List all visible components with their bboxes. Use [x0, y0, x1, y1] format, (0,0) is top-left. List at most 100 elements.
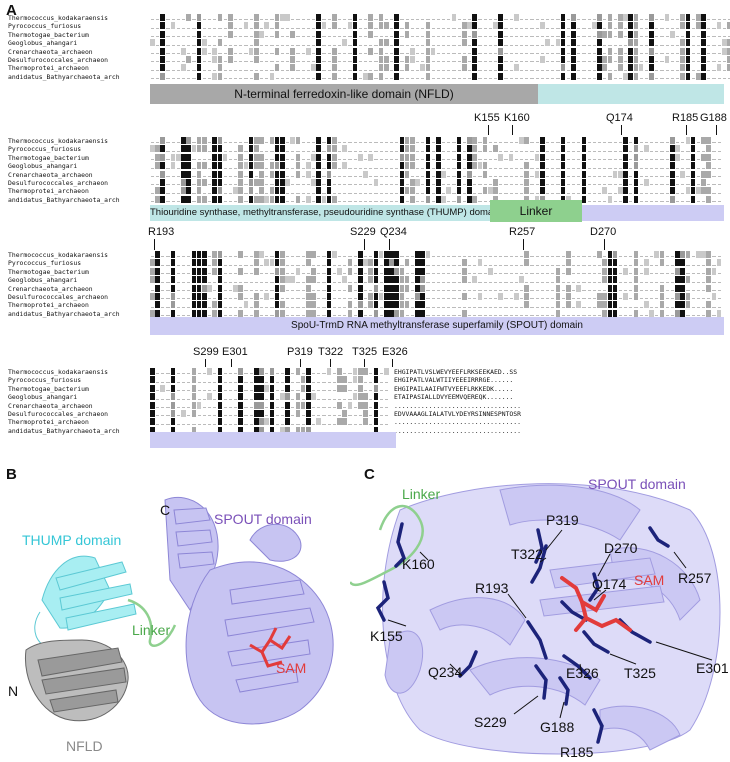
alignment-cell — [342, 39, 347, 47]
alignment-cell — [612, 276, 618, 284]
alignment-cell — [499, 187, 503, 194]
alignment-cell — [530, 56, 534, 63]
alignment-cell — [373, 276, 379, 284]
alignment-cell — [644, 267, 649, 275]
alignment-cell — [572, 259, 576, 266]
alignment-cell — [560, 195, 566, 203]
species-name: Geoglobus_ahangari — [8, 162, 78, 171]
alignment-cell — [629, 251, 633, 258]
alignment-cell — [566, 137, 570, 144]
alignment-cell — [217, 293, 223, 300]
alignment-cell — [686, 179, 690, 186]
alignment-cell — [155, 187, 160, 195]
alignment-cell — [452, 259, 456, 266]
alignment-cell — [447, 145, 451, 152]
alignment-cell — [364, 137, 368, 144]
alignment-cell — [312, 418, 316, 425]
alignment-cell — [561, 276, 565, 283]
alignment-cell — [706, 170, 711, 178]
sam-molecule — [249, 627, 292, 668]
alignment-cell — [286, 48, 290, 54]
alignment-cell — [228, 14, 233, 21]
alignment-cell — [343, 310, 347, 317]
alignment-cell — [587, 22, 591, 29]
alignment-cell — [582, 276, 586, 283]
alignment-cell — [504, 187, 508, 194]
alignment-cell — [286, 196, 290, 203]
alignment-cell — [312, 14, 316, 21]
alignment-cell — [217, 401, 223, 409]
alignment-cell — [208, 137, 212, 144]
alignment-cell — [712, 196, 716, 203]
alignment-cell — [342, 384, 347, 392]
alignment-cell — [701, 137, 706, 144]
alignment-cell — [488, 31, 492, 38]
alignment-cell — [358, 259, 363, 267]
species-name: Thermococcus_kodakaraensis — [8, 137, 109, 145]
alignment-cell — [196, 14, 202, 21]
alignment-cell — [187, 385, 191, 392]
alignment-cell — [348, 48, 352, 54]
alignment-cell — [202, 179, 207, 186]
alignment-cell — [290, 30, 295, 38]
alignment-cell — [680, 309, 685, 317]
alignment-cell — [338, 64, 342, 71]
alignment-cell — [374, 56, 378, 63]
alignment-cell — [353, 385, 357, 392]
alignment-cell — [675, 276, 680, 284]
alignment-cell — [358, 384, 363, 392]
alignment-cell — [270, 268, 274, 275]
alignment-cell — [244, 39, 248, 46]
alignment-cell — [399, 276, 405, 284]
alignment-cell — [249, 64, 253, 71]
alignment-cell — [332, 171, 336, 177]
alignment-cell — [223, 310, 227, 317]
alignment-cell — [696, 301, 700, 308]
residue-tick — [686, 125, 687, 135]
alignment-cell — [690, 195, 696, 203]
alignment-cell — [228, 285, 232, 291]
alignment-cell — [322, 251, 326, 258]
residue-label-c: P319 — [546, 512, 579, 528]
alignment-cell — [353, 268, 357, 275]
alignment-cell — [212, 170, 217, 178]
alignment-cell — [208, 402, 212, 408]
d270-stick — [588, 572, 600, 602]
alignment-cell — [629, 259, 633, 266]
alignment-cell — [286, 31, 290, 38]
alignment-cell — [660, 187, 664, 194]
alignment-cell — [477, 293, 483, 300]
alignment-cell — [452, 39, 456, 46]
alignment-cell — [514, 251, 518, 258]
alignment-cell — [421, 56, 425, 63]
alignment-cell — [228, 268, 232, 275]
alignment-cell — [155, 293, 160, 300]
alignment-cell — [217, 179, 223, 186]
alignment-cell — [353, 179, 357, 186]
alignment-cell — [707, 56, 711, 63]
alignment-cell — [202, 162, 207, 170]
alignment-cell — [364, 162, 368, 169]
alignment-cell — [540, 31, 544, 38]
alignment-cell — [192, 73, 196, 80]
alignment-cell — [706, 187, 711, 195]
alignment-cell — [457, 39, 461, 46]
alignment-cell — [655, 187, 659, 194]
alignment-cell — [181, 187, 186, 195]
alignment-cell — [270, 48, 274, 54]
alignment-cell — [436, 170, 441, 178]
alignment-cell — [447, 285, 451, 291]
alignment-cell — [249, 31, 253, 38]
alignment-cell — [296, 259, 300, 266]
alignment-cell — [587, 179, 591, 186]
alignment-cell — [577, 31, 581, 38]
alignment-cell — [618, 196, 622, 203]
alignment-cell — [431, 64, 435, 71]
alignment-cell — [612, 259, 618, 267]
alignment-cell — [369, 171, 373, 177]
alignment-cell — [265, 73, 269, 80]
alignment-cell — [660, 162, 664, 169]
alignment-cell — [208, 276, 212, 283]
alignment-cell — [176, 196, 180, 203]
alignment-cell — [598, 259, 602, 266]
